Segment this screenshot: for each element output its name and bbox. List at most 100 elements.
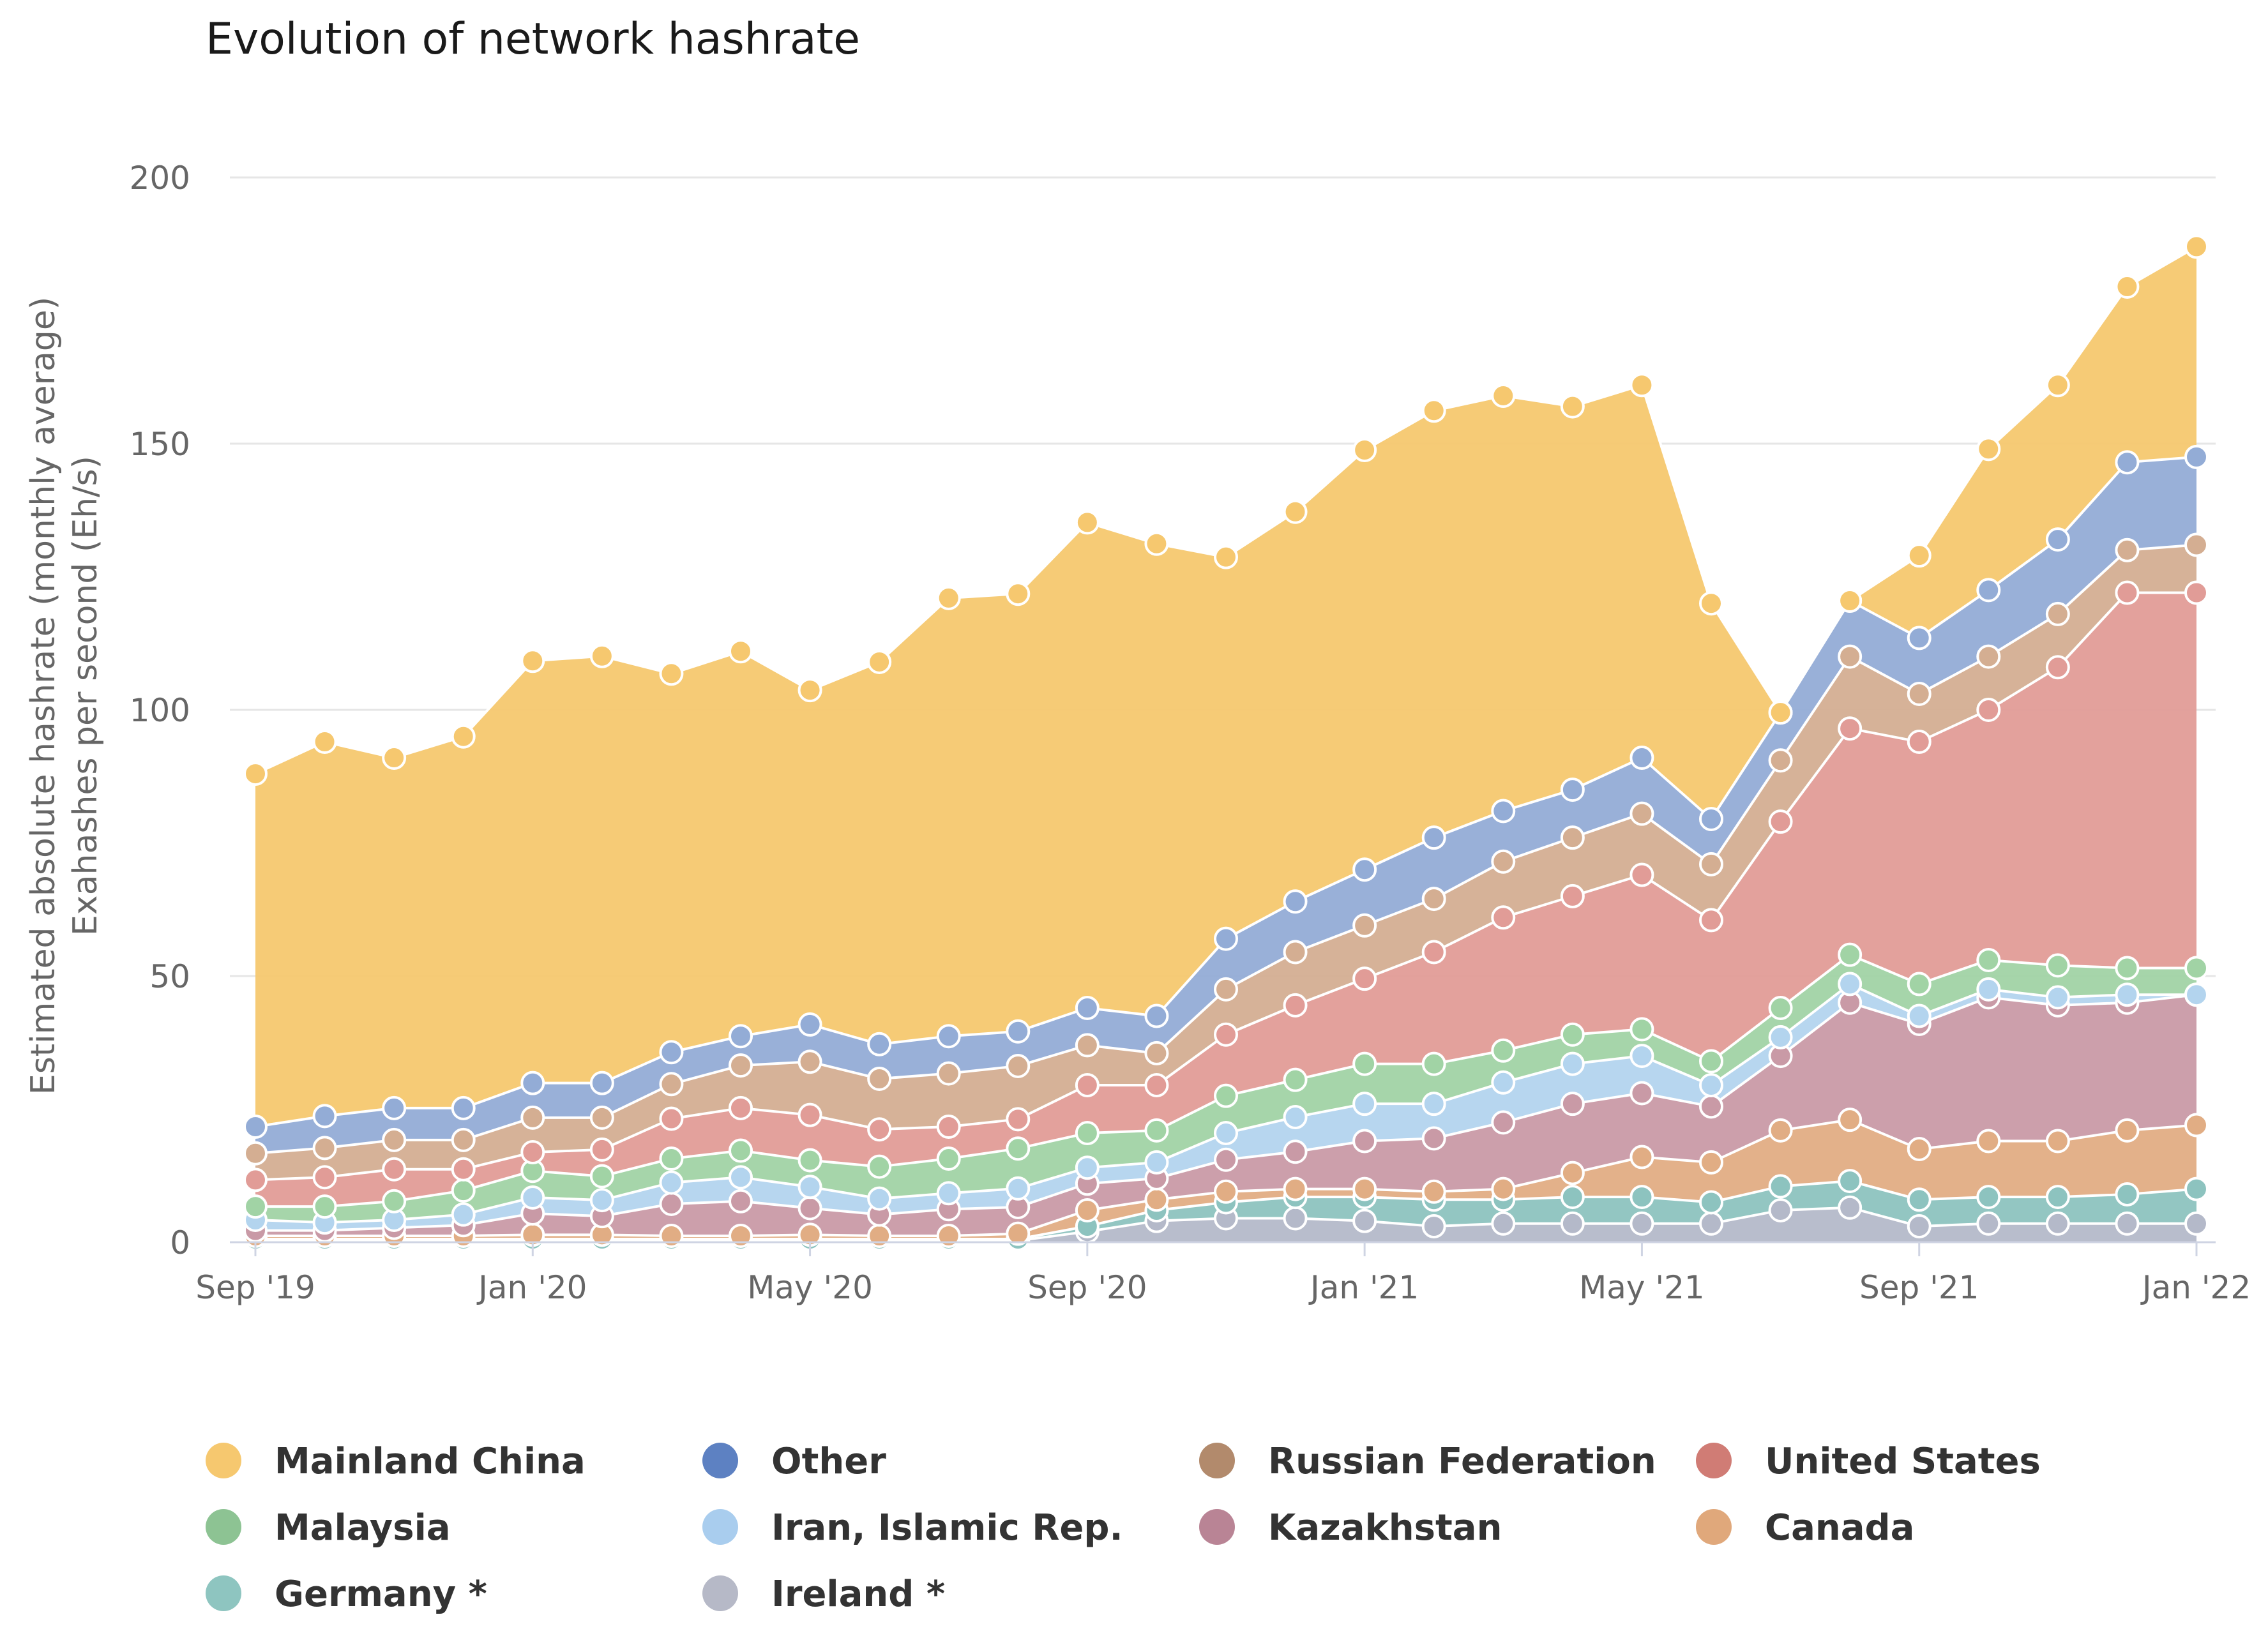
point-united-states[interactable] [1560,883,1585,908]
point-iran-islamic-rep[interactable] [1629,1044,1654,1069]
point-mainland-china[interactable] [1699,591,1723,616]
point-germany[interactable] [1629,1185,1654,1210]
point-united-states[interactable] [312,1165,337,1190]
point-canada[interactable] [1838,1108,1863,1132]
point-mainland-china[interactable] [659,661,684,686]
point-canada[interactable] [1560,1161,1585,1185]
point-canada[interactable] [1976,1129,2001,1153]
point-united-states[interactable] [1075,1072,1100,1097]
point-united-states[interactable] [382,1157,407,1182]
point-iran-islamic-rep[interactable] [589,1188,614,1213]
point-malaysia[interactable] [1491,1038,1516,1063]
point-russian-federation[interactable] [1838,644,1863,669]
point-canada[interactable] [2045,1129,2070,1153]
point-kazakhstan[interactable] [729,1189,753,1213]
point-malaysia[interactable] [1214,1083,1238,1108]
point-canada[interactable] [659,1223,684,1248]
point-ireland[interactable] [1283,1206,1308,1231]
point-germany[interactable] [1699,1190,1723,1215]
point-mainland-china[interactable] [1838,589,1863,613]
point-mainland-china[interactable] [382,746,407,770]
point-mainland-china[interactable] [729,639,753,664]
point-ireland[interactable] [1560,1211,1585,1236]
point-ireland[interactable] [1352,1208,1377,1233]
point-united-states[interactable] [1283,993,1308,1018]
point-other[interactable] [2184,444,2209,469]
point-united-states[interactable] [729,1095,753,1120]
point-malaysia[interactable] [451,1178,476,1203]
point-mainland-china[interactable] [2115,274,2140,299]
point-united-states[interactable] [1491,905,1516,930]
point-russian-federation[interactable] [1421,887,1446,912]
point-malaysia[interactable] [2045,953,2070,978]
point-germany[interactable] [2184,1176,2209,1201]
point-russian-federation[interactable] [1144,1041,1169,1065]
point-mainland-china[interactable] [1214,545,1238,569]
point-malaysia[interactable] [1699,1049,1723,1074]
point-russian-federation[interactable] [659,1072,684,1097]
point-united-states[interactable] [451,1157,476,1182]
point-other[interactable] [1421,825,1446,850]
point-iran-islamic-rep[interactable] [520,1185,545,1210]
point-mainland-china[interactable] [2184,234,2209,259]
point-other[interactable] [1075,996,1100,1021]
point-kazakhstan[interactable] [1491,1110,1516,1135]
point-united-states[interactable] [1144,1072,1169,1097]
point-russian-federation[interactable] [1629,801,1654,826]
point-malaysia[interactable] [1768,996,1793,1021]
point-ireland[interactable] [2184,1211,2209,1236]
point-iran-islamic-rep[interactable] [1283,1105,1308,1130]
point-kazakhstan[interactable] [659,1191,684,1216]
legend-item-other[interactable]: Other [702,1441,886,1482]
legend-item-mainland-china[interactable]: Mainland China [206,1441,586,1482]
point-other[interactable] [1006,1019,1031,1044]
point-other[interactable] [936,1024,961,1049]
point-malaysia[interactable] [1352,1051,1377,1076]
point-mainland-china[interactable] [867,649,892,674]
point-malaysia[interactable] [1006,1136,1031,1161]
point-malaysia[interactable] [2184,956,2209,981]
point-ireland[interactable] [1907,1213,1932,1238]
point-iran-islamic-rep[interactable] [798,1175,822,1199]
point-mainland-china[interactable] [451,724,476,749]
point-malaysia[interactable] [382,1189,407,1213]
point-malaysia[interactable] [1629,1017,1654,1042]
point-united-states[interactable] [867,1117,892,1142]
point-kazakhstan[interactable] [1629,1081,1654,1106]
point-iran-islamic-rep[interactable] [1560,1051,1585,1076]
point-ireland[interactable] [1976,1211,2001,1236]
point-iran-islamic-rep[interactable] [2045,985,2070,1010]
point-mainland-china[interactable] [312,730,337,755]
point-russian-federation[interactable] [2184,532,2209,557]
point-russian-federation[interactable] [1560,825,1585,850]
point-russian-federation[interactable] [1283,940,1308,965]
point-united-states[interactable] [1976,698,2001,722]
point-canada[interactable] [2115,1118,2140,1143]
point-united-states[interactable] [2045,655,2070,680]
point-mainland-china[interactable] [1976,437,2001,462]
legend-item-russian-federation[interactable]: Russian Federation [1199,1441,1656,1482]
point-other[interactable] [520,1071,545,1095]
point-russian-federation[interactable] [1006,1053,1031,1078]
point-russian-federation[interactable] [520,1105,545,1130]
point-united-states[interactable] [798,1102,822,1127]
point-other[interactable] [729,1024,753,1049]
point-russian-federation[interactable] [2115,537,2140,562]
point-canada[interactable] [1629,1145,1654,1169]
point-russian-federation[interactable] [1768,748,1793,773]
point-iran-islamic-rep[interactable] [1838,972,1863,996]
point-russian-federation[interactable] [589,1105,614,1130]
point-ireland[interactable] [1491,1211,1516,1236]
point-ireland[interactable] [1768,1198,1793,1222]
point-kazakhstan[interactable] [1560,1092,1585,1116]
legend-item-iran-islamic-rep[interactable]: Iran, Islamic Rep. [702,1507,1123,1549]
point-united-states[interactable] [1421,940,1446,965]
point-russian-federation[interactable] [2045,601,2070,626]
point-united-states[interactable] [1699,908,1723,933]
point-united-states[interactable] [659,1106,684,1131]
point-canada[interactable] [729,1223,753,1248]
point-germany[interactable] [1560,1185,1585,1210]
point-malaysia[interactable] [936,1146,961,1171]
point-canada[interactable] [1907,1137,1932,1162]
point-other[interactable] [798,1012,822,1037]
